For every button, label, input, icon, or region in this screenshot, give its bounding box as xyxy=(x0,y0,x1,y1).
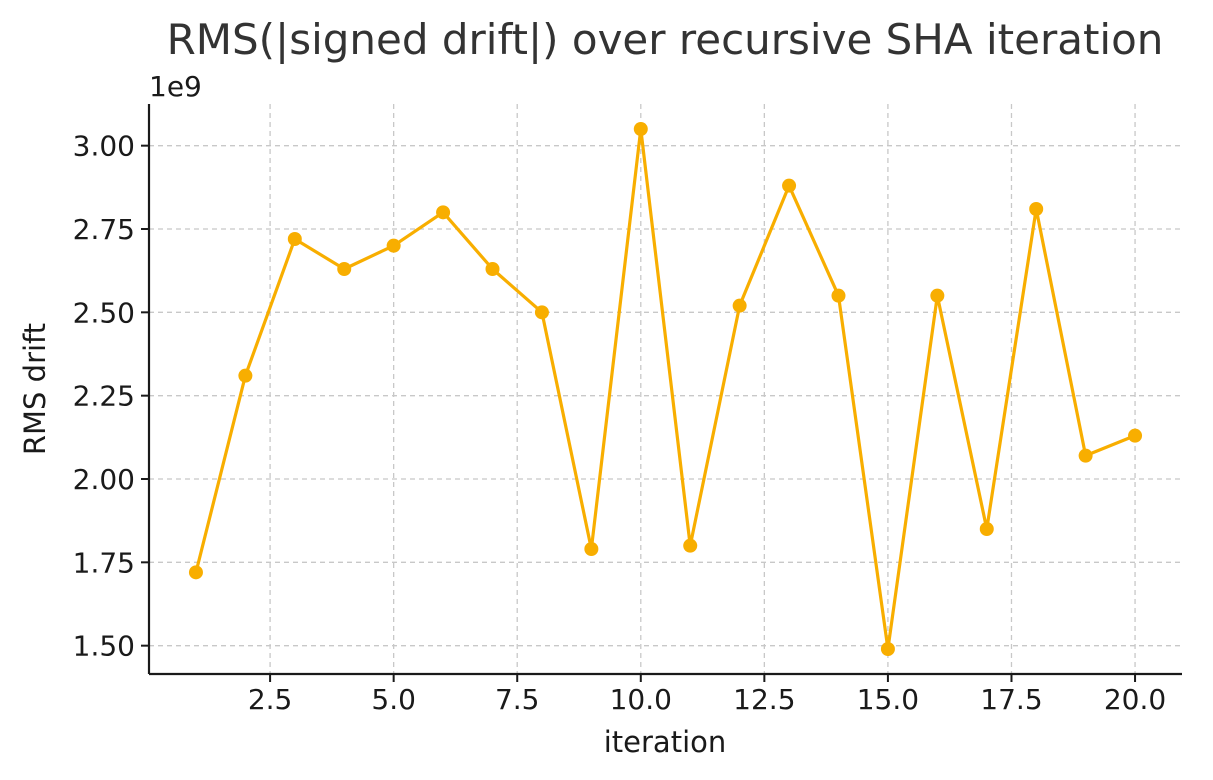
data-point xyxy=(633,122,648,136)
data-point xyxy=(287,232,302,246)
y-tick-label: 1.50 xyxy=(73,630,135,663)
y-axis-label: RMS drift xyxy=(18,323,52,455)
data-point xyxy=(584,542,599,556)
x-tick-label: 2.5 xyxy=(248,683,293,716)
x-tick-label: 12.5 xyxy=(733,683,795,716)
ticks: 2.5 5.0 7.5 10.0 12.5 15.0 17.5 20.0 1.50 1.75 2.0… xyxy=(73,130,1167,716)
axes xyxy=(147,104,1182,676)
data-point xyxy=(683,538,698,553)
y-tick-label: 3.00 xyxy=(73,130,135,163)
x-tick-label: 15.0 xyxy=(857,683,919,716)
data-point xyxy=(1078,448,1093,463)
series-layer xyxy=(188,122,1143,656)
y-tick-label: 2.50 xyxy=(73,296,135,329)
data-point xyxy=(979,522,994,536)
data-point xyxy=(732,298,747,313)
data-point xyxy=(436,205,451,220)
data-point xyxy=(534,305,549,320)
data-point xyxy=(188,565,203,580)
y-tick-label: 1.75 xyxy=(73,546,135,579)
series-line xyxy=(194,127,1136,651)
x-tick-label: 20.0 xyxy=(1104,683,1166,716)
x-axis-label: iteration xyxy=(604,725,727,759)
data-point xyxy=(880,642,895,656)
x-tick-label: 7.5 xyxy=(495,683,540,716)
y-tick-label: 2.75 xyxy=(73,213,135,246)
data-point xyxy=(831,288,846,303)
y-axis-offset-label: 1e9 xyxy=(149,70,202,103)
y-tick-label: 2.00 xyxy=(73,463,135,496)
x-tick-label: 10.0 xyxy=(610,683,672,716)
x-tick-label: 5.0 xyxy=(371,683,416,716)
data-point xyxy=(238,368,253,383)
grid xyxy=(149,104,1182,674)
data-point xyxy=(930,288,945,303)
data-point xyxy=(386,238,401,253)
data-point xyxy=(1128,428,1143,443)
data-point xyxy=(782,178,797,193)
data-point xyxy=(485,262,500,276)
data-point xyxy=(337,262,352,276)
x-tick-label: 17.5 xyxy=(980,683,1042,716)
y-tick-label: 2.25 xyxy=(73,380,135,413)
chart-title: RMS(|signed drift|) over recursive SHA i… xyxy=(167,15,1164,64)
data-point xyxy=(1029,202,1044,216)
